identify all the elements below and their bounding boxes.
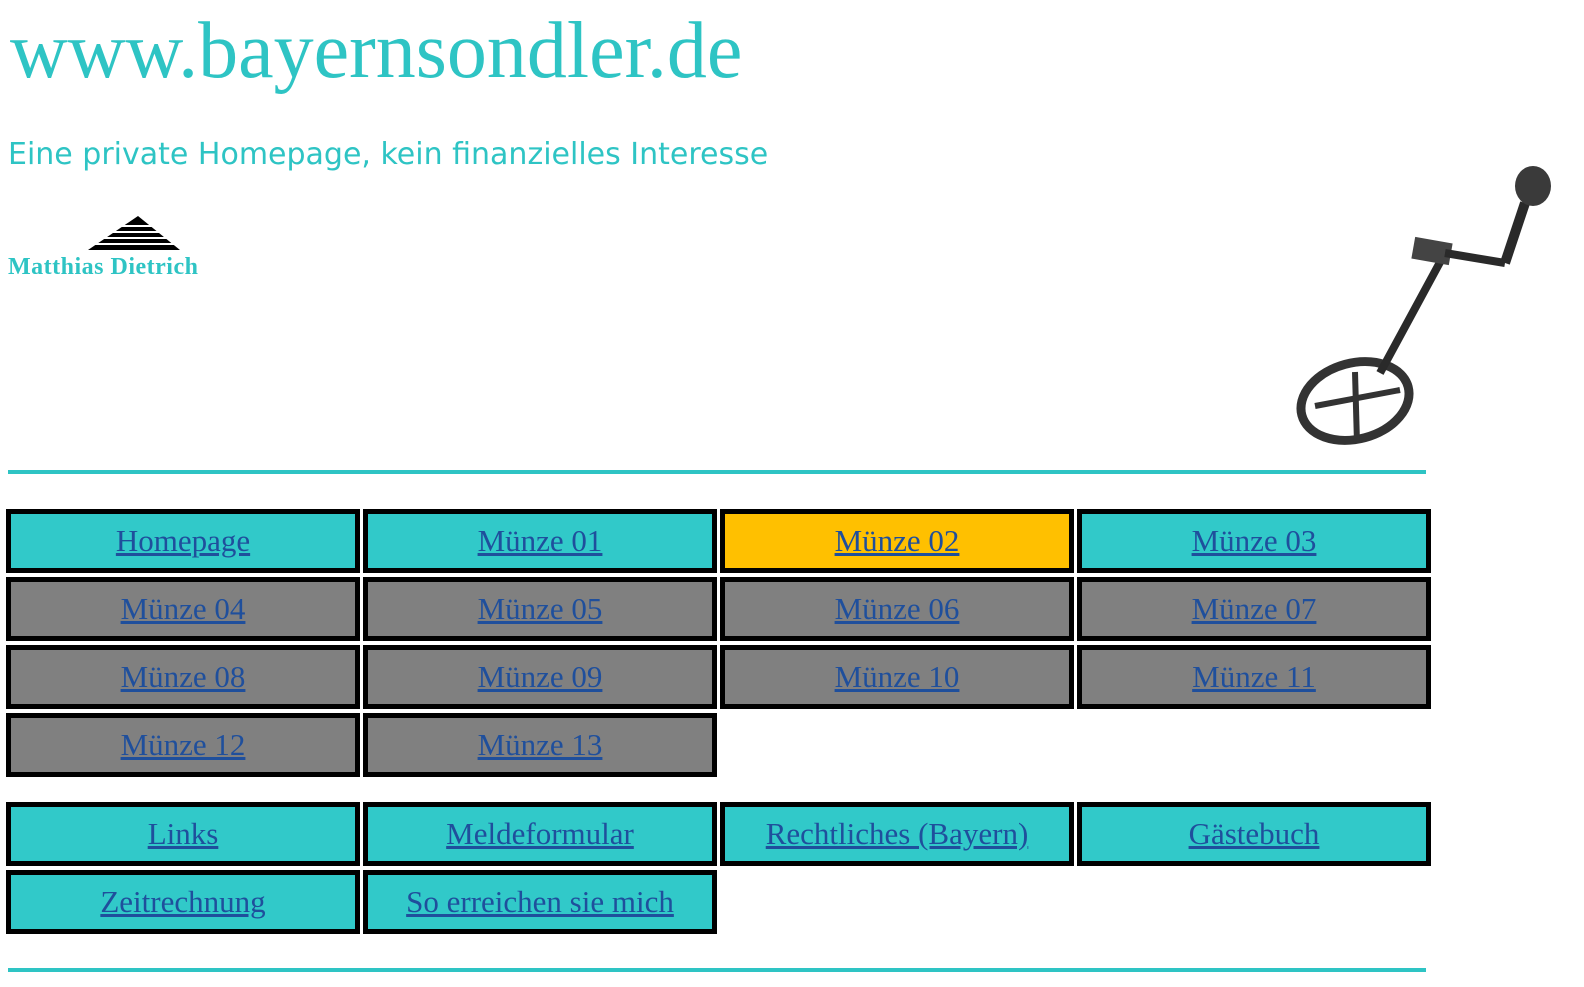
nav-link[interactable]: Meldeformular (446, 816, 634, 851)
nav-button[interactable]: Münze 12 (6, 713, 360, 777)
nav-button[interactable]: Münze 11 (1077, 645, 1431, 709)
nav-link[interactable]: Münze 13 (477, 727, 603, 762)
nav-link[interactable]: Münze 08 (120, 659, 246, 694)
nav-link[interactable]: Links (147, 816, 219, 851)
nav-link[interactable]: Gästebuch (1188, 816, 1320, 851)
nav-link[interactable]: Münze 11 (1192, 659, 1316, 694)
nav-link[interactable]: So erreichen sie mich (406, 884, 674, 919)
nav-link[interactable]: Münze 10 (834, 659, 960, 694)
site-title: www.bayernsondler.de (10, 7, 743, 95)
nav-button[interactable]: Rechtliches (Bayern) (720, 802, 1074, 866)
nav-button[interactable]: Münze 06 (720, 577, 1074, 641)
nav-link[interactable]: Münze 01 (477, 523, 603, 558)
logo-mark (86, 216, 180, 250)
nav-button[interactable]: Münze 01 (363, 509, 717, 573)
nav-button[interactable]: Münze 10 (720, 645, 1074, 709)
nav-link[interactable]: Rechtliches (Bayern) (765, 816, 1029, 851)
nav-button[interactable]: Münze 02 (720, 509, 1074, 573)
nav-button[interactable]: Homepage (6, 509, 360, 573)
nav-link[interactable]: Zeitrechnung (100, 884, 266, 919)
subtitle: Eine private Homepage, kein finanzielles… (8, 137, 769, 172)
nav-button[interactable]: So erreichen sie mich (363, 870, 717, 934)
nav-link[interactable]: Münze 05 (477, 591, 603, 626)
nav-link[interactable]: Münze 09 (477, 659, 603, 694)
nav-button[interactable]: Münze 03 (1077, 509, 1431, 573)
nav-button[interactable]: Gästebuch (1077, 802, 1431, 866)
nav-button[interactable]: Münze 07 (1077, 577, 1431, 641)
nav-button[interactable]: Münze 08 (6, 645, 360, 709)
nav-link[interactable]: Homepage (115, 523, 251, 558)
nav-button[interactable]: Links (6, 802, 360, 866)
nav-button[interactable]: Meldeformular (363, 802, 717, 866)
nav-link[interactable]: Münze 06 (834, 591, 960, 626)
nav-link[interactable]: Münze 03 (1191, 523, 1317, 558)
divider (8, 470, 1426, 474)
divider (8, 968, 1426, 972)
logo-text: Matthias Dietrich (8, 254, 199, 280)
nav-link[interactable]: Münze 07 (1191, 591, 1317, 626)
nav-link[interactable]: Münze 04 (120, 591, 246, 626)
nav-button[interactable]: Münze 09 (363, 645, 717, 709)
nav-button[interactable]: Münze 13 (363, 713, 717, 777)
nav-link[interactable]: Münze 02 (834, 523, 960, 558)
metal-detector-image (1296, 166, 1551, 445)
nav-link[interactable]: Münze 12 (120, 727, 246, 762)
nav-button[interactable]: Zeitrechnung (6, 870, 360, 934)
nav-button[interactable]: Münze 04 (6, 577, 360, 641)
nav-button[interactable]: Münze 05 (363, 577, 717, 641)
